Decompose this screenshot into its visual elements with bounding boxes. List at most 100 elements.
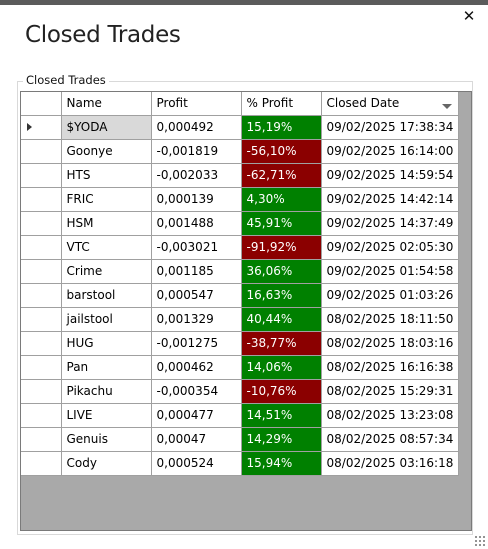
table-row[interactable]: Cody 0,000524 15,94% 08/02/2025 03:16:18 <box>21 450 460 476</box>
name-cell[interactable]: LIVE <box>60 402 152 428</box>
profit-cell[interactable]: 0,00047 <box>150 426 242 452</box>
close-button[interactable]: ✕ <box>458 6 480 26</box>
row-header-cell[interactable] <box>21 354 62 380</box>
pct-profit-cell[interactable]: 14,06% <box>240 354 322 380</box>
row-header-cell[interactable] <box>21 258 62 284</box>
profit-cell[interactable]: 0,001488 <box>150 210 242 236</box>
profit-cell[interactable]: 0,000547 <box>150 282 242 308</box>
closed-date-cell[interactable]: 09/02/2025 14:59:54 <box>320 162 460 188</box>
profit-cell[interactable]: -0,003021 <box>150 234 242 260</box>
name-cell[interactable]: Pikachu <box>60 378 152 404</box>
profit-cell[interactable]: 0,001185 <box>150 258 242 284</box>
table-row[interactable]: Goonye -0,001819 -56,10% 09/02/2025 16:14:0… <box>21 138 460 164</box>
table-row[interactable]: jailstool 0,001329 40,44% 08/02/2025 18:11:… <box>21 306 460 332</box>
closed-date-cell[interactable]: 08/02/2025 08:57:34 <box>320 426 460 452</box>
name-cell[interactable]: FRIC <box>60 186 152 212</box>
closed-date-cell[interactable]: 09/02/2025 14:37:49 <box>320 210 460 236</box>
closed-date-cell[interactable]: 09/02/2025 02:05:30 <box>320 234 460 260</box>
pct-profit-cell[interactable]: 4,30% <box>240 186 322 212</box>
name-cell[interactable]: Cody <box>60 450 152 476</box>
pct-profit-cell[interactable]: -91,92% <box>240 234 322 260</box>
pct-profit-cell[interactable]: 14,51% <box>240 402 322 428</box>
row-header-cell[interactable] <box>21 378 62 404</box>
column-header-closed-date[interactable]: Closed Date <box>320 92 460 116</box>
row-header-cell[interactable] <box>21 402 62 428</box>
resize-grip-icon[interactable] <box>474 535 486 547</box>
table-row[interactable]: barstool 0,000547 16,63% 09/02/2025 01:03:2… <box>21 282 460 308</box>
closed-trades-groupbox <box>17 81 473 535</box>
pct-profit-cell[interactable]: -56,10% <box>240 138 322 164</box>
closed-date-cell[interactable]: 09/02/2025 01:54:58 <box>320 258 460 284</box>
table-row[interactable]: Crime 0,001185 36,06% 09/02/2025 01:54:58 <box>21 258 460 284</box>
profit-cell[interactable]: -0,000354 <box>150 378 242 404</box>
closed-date-cell[interactable]: 08/02/2025 03:16:18 <box>320 450 460 476</box>
pct-profit-cell[interactable]: 40,44% <box>240 306 322 332</box>
profit-cell[interactable]: 0,001329 <box>150 306 242 332</box>
profit-cell[interactable]: -0,002033 <box>150 162 242 188</box>
table-row[interactable]: Genuis 0,00047 14,29% 08/02/2025 08:57:34 <box>21 426 460 452</box>
closed-date-cell[interactable]: 09/02/2025 14:42:14 <box>320 186 460 212</box>
pct-profit-cell[interactable]: 45,91% <box>240 210 322 236</box>
closed-date-cell[interactable]: 08/02/2025 16:16:38 <box>320 354 460 380</box>
closed-date-cell[interactable]: 08/02/2025 18:03:16 <box>320 330 460 356</box>
profit-cell[interactable]: -0,001819 <box>150 138 242 164</box>
name-cell[interactable]: HUG <box>60 330 152 356</box>
trades-grid[interactable]: Name Profit % Profit Closed Date $YODA 0,… <box>20 91 472 531</box>
pct-profit-cell[interactable]: 36,06% <box>240 258 322 284</box>
row-header-cell[interactable] <box>21 186 62 212</box>
closed-date-cell[interactable]: 08/02/2025 15:29:31 <box>320 378 460 404</box>
pct-profit-cell[interactable]: -62,71% <box>240 162 322 188</box>
corner-header-cell[interactable] <box>21 92 62 116</box>
pct-profit-cell[interactable]: -10,76% <box>240 378 322 404</box>
row-header-cell[interactable] <box>21 210 62 236</box>
name-cell[interactable]: Goonye <box>60 138 152 164</box>
profit-cell[interactable]: 0,000139 <box>150 186 242 212</box>
row-header-cell[interactable] <box>21 138 62 164</box>
profit-cell[interactable]: 0,000492 <box>150 114 242 140</box>
row-header-cell[interactable] <box>21 114 62 140</box>
table-row[interactable]: HTS -0,002033 -62,71% 09/02/2025 14:59:54 <box>21 162 460 188</box>
row-header-cell[interactable] <box>21 426 62 452</box>
profit-cell[interactable]: 0,000524 <box>150 450 242 476</box>
closed-date-cell[interactable]: 09/02/2025 16:14:00 <box>320 138 460 164</box>
row-header-cell[interactable] <box>21 330 62 356</box>
sort-descending-icon <box>442 104 453 110</box>
closed-date-cell[interactable]: 08/02/2025 13:23:08 <box>320 402 460 428</box>
table-row[interactable]: FRIC 0,000139 4,30% 09/02/2025 14:42:14 <box>21 186 460 212</box>
name-cell[interactable]: $YODA <box>60 114 152 140</box>
pct-profit-cell[interactable]: 14,29% <box>240 426 322 452</box>
row-header-cell[interactable] <box>21 282 62 308</box>
profit-cell[interactable]: -0,001275 <box>150 330 242 356</box>
name-cell[interactable]: HTS <box>60 162 152 188</box>
column-header-name[interactable]: Name <box>60 92 152 116</box>
profit-cell[interactable]: 0,000477 <box>150 402 242 428</box>
profit-cell[interactable]: 0,000462 <box>150 354 242 380</box>
pct-profit-cell[interactable]: 16,63% <box>240 282 322 308</box>
pct-profit-cell[interactable]: 15,19% <box>240 114 322 140</box>
name-cell[interactable]: Pan <box>60 354 152 380</box>
column-header-pct-profit[interactable]: % Profit <box>240 92 322 116</box>
column-header-profit[interactable]: Profit <box>150 92 242 116</box>
table-row[interactable]: HUG -0,001275 -38,77% 08/02/2025 18:03:16 <box>21 330 460 356</box>
table-row[interactable]: VTC -0,003021 -91,92% 09/02/2025 02:05:30 <box>21 234 460 260</box>
row-header-cell[interactable] <box>21 306 62 332</box>
name-cell[interactable]: Crime <box>60 258 152 284</box>
pct-profit-cell[interactable]: 15,94% <box>240 450 322 476</box>
name-cell[interactable]: jailstool <box>60 306 152 332</box>
table-row[interactable]: $YODA 0,000492 15,19% 09/02/2025 17:38:34 <box>21 114 460 140</box>
closed-date-cell[interactable]: 08/02/2025 18:11:50 <box>320 306 460 332</box>
closed-date-cell[interactable]: 09/02/2025 17:38:34 <box>320 114 460 140</box>
table-row[interactable]: Pikachu -0,000354 -10,76% 08/02/2025 15:29:… <box>21 378 460 404</box>
closed-date-cell[interactable]: 09/02/2025 01:03:26 <box>320 282 460 308</box>
table-row[interactable]: Pan 0,000462 14,06% 08/02/2025 16:16:38 <box>21 354 460 380</box>
row-header-cell[interactable] <box>21 162 62 188</box>
name-cell[interactable]: Genuis <box>60 426 152 452</box>
name-cell[interactable]: HSM <box>60 210 152 236</box>
table-row[interactable]: HSM 0,001488 45,91% 09/02/2025 14:37:49 <box>21 210 460 236</box>
table-row[interactable]: LIVE 0,000477 14,51% 08/02/2025 13:23:08 <box>21 402 460 428</box>
row-header-cell[interactable] <box>21 234 62 260</box>
name-cell[interactable]: barstool <box>60 282 152 308</box>
row-header-cell[interactable] <box>21 450 62 476</box>
pct-profit-cell[interactable]: -38,77% <box>240 330 322 356</box>
name-cell[interactable]: VTC <box>60 234 152 260</box>
